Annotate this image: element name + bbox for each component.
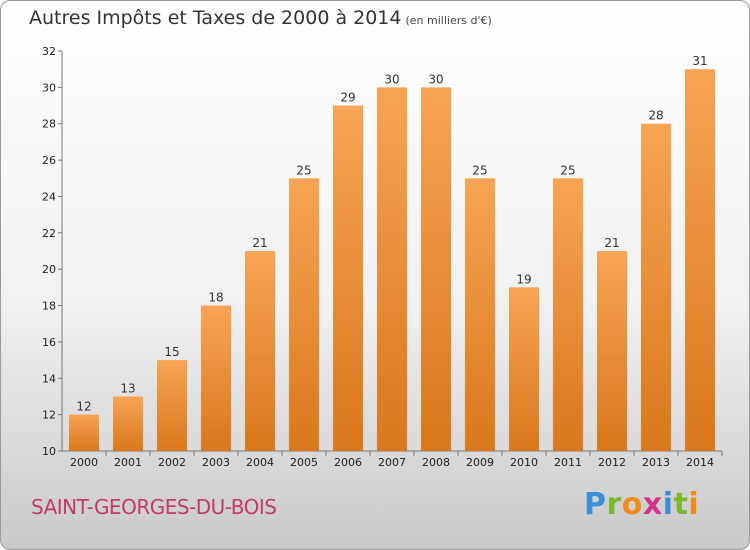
logo-letter: o — [621, 487, 643, 522]
bar-2006 — [333, 105, 363, 451]
y-tick-label: 32 — [42, 45, 56, 58]
logo-letter: i — [662, 487, 674, 522]
x-tick-label-2007: 2007 — [378, 456, 406, 469]
value-label-2009: 25 — [472, 163, 487, 177]
y-tick-label: 18 — [42, 300, 56, 313]
x-tick-label-2011: 2011 — [554, 456, 582, 469]
x-tick-label-2010: 2010 — [510, 456, 538, 469]
value-label-2003: 18 — [208, 291, 223, 305]
x-tick-label-2004: 2004 — [246, 456, 274, 469]
logo-letter: r — [606, 487, 622, 522]
y-tick-label: 12 — [42, 409, 56, 422]
logo-letter: i — [688, 487, 700, 522]
x-tick-label-2002: 2002 — [158, 456, 186, 469]
value-label-2004: 21 — [252, 236, 267, 250]
title-text: Autres Impôts et Taxes de 2000 à 2014 — [29, 7, 402, 29]
y-tick-label: 26 — [42, 154, 56, 167]
value-label-2008: 30 — [428, 72, 443, 86]
logo-letter: t — [673, 487, 689, 522]
bar-2002 — [157, 360, 187, 451]
value-label-2002: 15 — [164, 345, 179, 359]
unit-note: (en milliers d'€) — [405, 14, 492, 27]
chart-title: Autres Impôts et Taxes de 2000 à 2014 (en… — [29, 7, 492, 29]
x-axis: 2000 2001 2002 2003 2004 2005 2006 2007 2008 2009… — [70, 451, 723, 469]
value-label-2006: 29 — [340, 91, 355, 105]
x-tick-label-2012: 2012 — [598, 456, 626, 469]
bar-2013 — [641, 123, 671, 452]
x-tick-label-2003: 2003 — [202, 456, 230, 469]
y-tick-label: 10 — [42, 445, 56, 458]
value-label-2011: 25 — [560, 163, 575, 177]
y-tick-label: 30 — [42, 81, 56, 94]
bar-2012 — [597, 251, 627, 451]
x-tick-label-2001: 2001 — [114, 456, 142, 469]
value-label-2014: 31 — [692, 54, 707, 68]
x-tick-label-2000: 2000 — [70, 456, 98, 469]
value-label-2005: 25 — [296, 163, 311, 177]
bar-2008 — [421, 87, 451, 451]
bar-2009 — [465, 178, 495, 452]
y-tick-label: 20 — [42, 263, 56, 276]
bars — [69, 69, 715, 452]
bar-2004 — [245, 251, 275, 451]
x-tick-label-2009: 2009 — [466, 456, 494, 469]
y-tick-label: 16 — [42, 336, 56, 349]
y-tick-label: 14 — [42, 372, 56, 385]
commune-name: SAINT-GEORGES-DU-BOIS — [31, 495, 277, 519]
bar-2010 — [509, 287, 539, 451]
proxiti-logo: Proxiti — [584, 487, 699, 522]
x-tick-label-2014: 2014 — [686, 456, 714, 469]
value-label-2013: 28 — [648, 109, 663, 123]
y-tick-label: 22 — [42, 227, 56, 240]
bar-2011 — [553, 178, 583, 452]
value-label-2000: 12 — [76, 400, 91, 414]
y-tick-label: 24 — [42, 190, 56, 203]
value-label-2007: 30 — [384, 72, 399, 86]
value-label-2012: 21 — [604, 236, 619, 250]
x-tick-label-2006: 2006 — [334, 456, 362, 469]
x-tick-label-2008: 2008 — [422, 456, 450, 469]
logo-letter: P — [584, 487, 607, 522]
value-labels: 12 13 15 18 21 25 29 30 30 25 19 25 21 28 31 — [76, 54, 707, 413]
value-label-2001: 13 — [120, 381, 135, 395]
bar-2000 — [69, 414, 99, 451]
bar-2001 — [113, 396, 143, 451]
bar-2005 — [289, 178, 319, 452]
value-label-2010: 19 — [516, 272, 531, 286]
x-tick-label-2005: 2005 — [290, 456, 318, 469]
logo-letter: x — [642, 487, 663, 522]
x-tick-label-2013: 2013 — [642, 456, 670, 469]
bar-2007 — [377, 87, 407, 451]
bar-2014 — [685, 69, 715, 451]
y-tick-label: 28 — [42, 118, 56, 131]
bar-2003 — [201, 305, 231, 451]
